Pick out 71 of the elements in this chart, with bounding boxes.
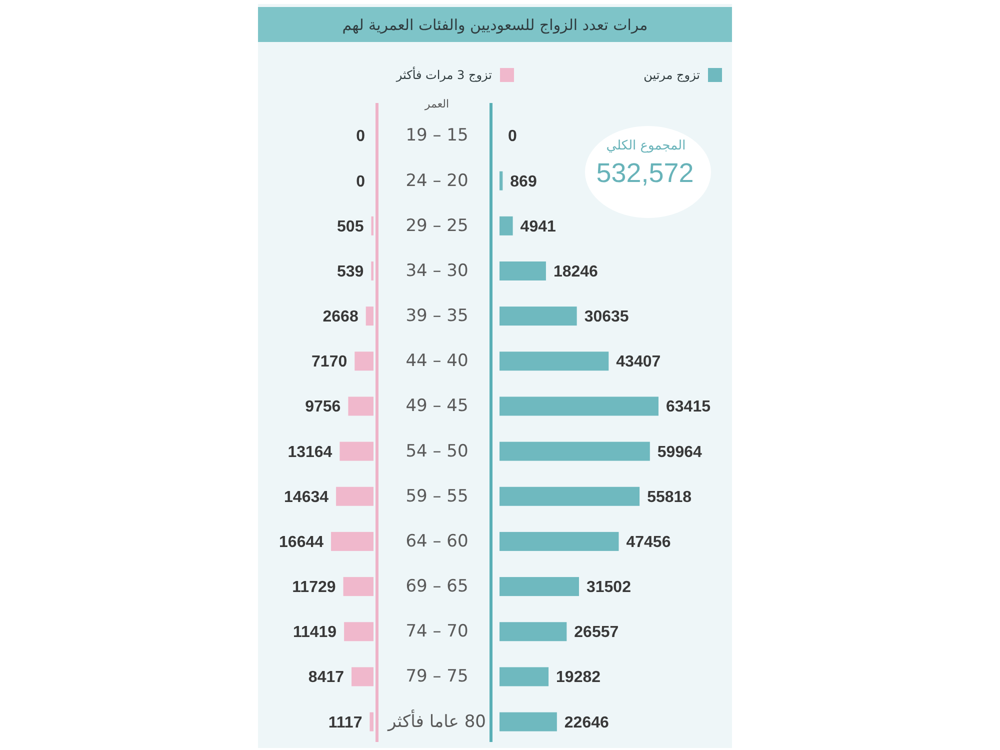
y-tick-label: 65 – 69	[406, 576, 468, 597]
chart-title: مرات تعدد الزواج للسعوديين والفئات العمرية لهم	[342, 16, 648, 34]
data-label: 0	[356, 173, 366, 190]
y-tick-label: 80 عاما فأكثر	[387, 708, 486, 732]
data-label: 4941	[520, 218, 556, 236]
bar	[500, 442, 650, 461]
bar	[500, 216, 513, 236]
annotation: المجموع الكلي	[606, 138, 686, 154]
data-label: 19282	[556, 669, 601, 686]
legend-label: تزوج 3 مرات فأكثر	[395, 66, 492, 82]
data-label: 63415	[666, 398, 711, 416]
data-label: 11729	[292, 579, 336, 596]
data-label: 43407	[616, 354, 661, 371]
data-label: 8417	[308, 669, 344, 686]
data-label: 7170	[312, 354, 348, 371]
data-label: 539	[336, 263, 364, 280]
data-label: 26557	[574, 624, 619, 642]
y-tick-label: 45 – 49	[406, 396, 468, 416]
bar	[500, 261, 546, 280]
data-label: 2668	[322, 308, 358, 326]
bar	[370, 712, 374, 732]
y-tick-label: 15 – 19	[406, 126, 468, 146]
y-tick-label: 60 – 64	[406, 531, 468, 552]
legend-label: تزوج مرتين	[644, 68, 700, 82]
data-label: 16644	[279, 534, 324, 551]
data-label: 14634	[284, 488, 329, 506]
data-label: 30635	[584, 308, 629, 326]
data-label: 505	[337, 218, 364, 236]
bar	[340, 442, 374, 461]
bar	[352, 667, 374, 686]
bar	[500, 577, 579, 596]
bar	[366, 306, 374, 326]
data-label: 22646	[564, 714, 610, 732]
bar	[500, 667, 549, 686]
y-tick-label: 35 – 39	[406, 306, 468, 326]
y-axis-title: العمر	[424, 98, 450, 110]
y-tick-label: 20 – 24	[406, 170, 468, 191]
y-tick-label: 70 – 74	[406, 622, 468, 642]
data-label: 59964	[657, 444, 702, 461]
y-tick-label: 75 – 79	[406, 666, 468, 687]
annotation: 532,572	[596, 158, 694, 188]
bar	[500, 171, 503, 190]
bar	[331, 532, 374, 551]
data-label: 47456	[626, 534, 671, 551]
data-label: 1117	[328, 714, 362, 732]
y-tick-label: 50 – 54	[406, 441, 468, 462]
data-label: 869	[510, 173, 537, 190]
data-label: 55818	[647, 488, 692, 506]
bar	[336, 486, 374, 506]
data-label: 31502	[586, 579, 632, 596]
bar	[500, 396, 658, 416]
bar	[348, 396, 374, 416]
data-label: 9756	[305, 398, 341, 416]
data-label: 0	[508, 128, 517, 146]
bar	[500, 532, 619, 551]
bar	[344, 622, 374, 642]
bar	[500, 712, 557, 732]
bar	[500, 306, 577, 326]
y-tick-label: 30 – 34	[406, 260, 468, 281]
data-label: 18246	[553, 263, 598, 280]
bar	[500, 622, 567, 642]
bar	[343, 577, 374, 596]
bar	[354, 352, 374, 371]
y-tick-label: 55 – 59	[406, 486, 468, 506]
bar	[500, 486, 640, 506]
bar	[500, 352, 609, 371]
y-tick-label: 25 – 29	[406, 216, 468, 236]
data-label: 0	[356, 128, 366, 146]
data-label: 11419	[292, 624, 337, 642]
data-label: 13164	[288, 444, 332, 461]
y-tick-label: 40 – 44	[406, 351, 468, 372]
